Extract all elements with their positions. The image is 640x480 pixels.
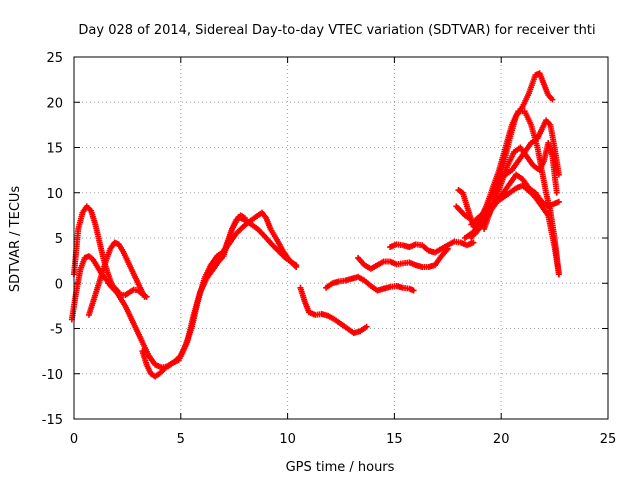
data-point (549, 96, 556, 103)
data-point (470, 239, 477, 246)
series-track-10 (387, 238, 477, 256)
series-track-12 (453, 203, 473, 222)
y-tick-label: -15 (42, 413, 63, 428)
y-tick-label: 5 (55, 232, 63, 247)
x-tick-label: 25 (600, 432, 617, 447)
data-points (68, 70, 562, 380)
data-point (555, 271, 562, 278)
y-axis-label: SDTVAR / TECUs (8, 186, 23, 293)
data-point (363, 323, 370, 330)
x-tick-label: 0 (70, 432, 78, 447)
y-tick-label: -10 (42, 368, 63, 383)
series-track-7 (297, 284, 370, 337)
data-point (466, 215, 473, 222)
y-tick-label: 10 (46, 187, 63, 202)
series-track-9 (355, 245, 451, 272)
x-tick-label: 15 (386, 432, 403, 447)
series-track-6 (197, 212, 248, 296)
axis-ticks: 0 5 10 15 20 25 -15 -10 -5 0 5 10 15 20 25 (42, 51, 617, 447)
x-axis-label: GPS time / hours (286, 460, 395, 475)
x-tick-label: 10 (279, 432, 296, 447)
series-track-8 (323, 273, 417, 294)
y-tick-label: 15 (46, 142, 63, 157)
series-track-5 (139, 209, 300, 380)
x-tick-label: 20 (493, 432, 510, 447)
data-point (293, 263, 300, 270)
data-point (553, 189, 560, 196)
y-tick-label: 25 (46, 51, 63, 66)
data-point (241, 215, 248, 222)
chart-title: Day 028 of 2014, Sidereal Day-to-day VTE… (78, 23, 595, 38)
plot-frame (73, 56, 609, 420)
y-tick-label: 0 (55, 277, 63, 292)
data-point (555, 198, 562, 205)
series-track-3 (85, 239, 148, 318)
data-point (555, 171, 562, 178)
y-tick-label: 20 (46, 96, 63, 111)
series-track-11 (455, 187, 479, 232)
data-point (141, 293, 148, 300)
series-track-18 (461, 171, 562, 241)
data-point (410, 287, 417, 294)
x-tick-label: 5 (177, 432, 185, 447)
y-tick-label: -5 (50, 323, 63, 338)
